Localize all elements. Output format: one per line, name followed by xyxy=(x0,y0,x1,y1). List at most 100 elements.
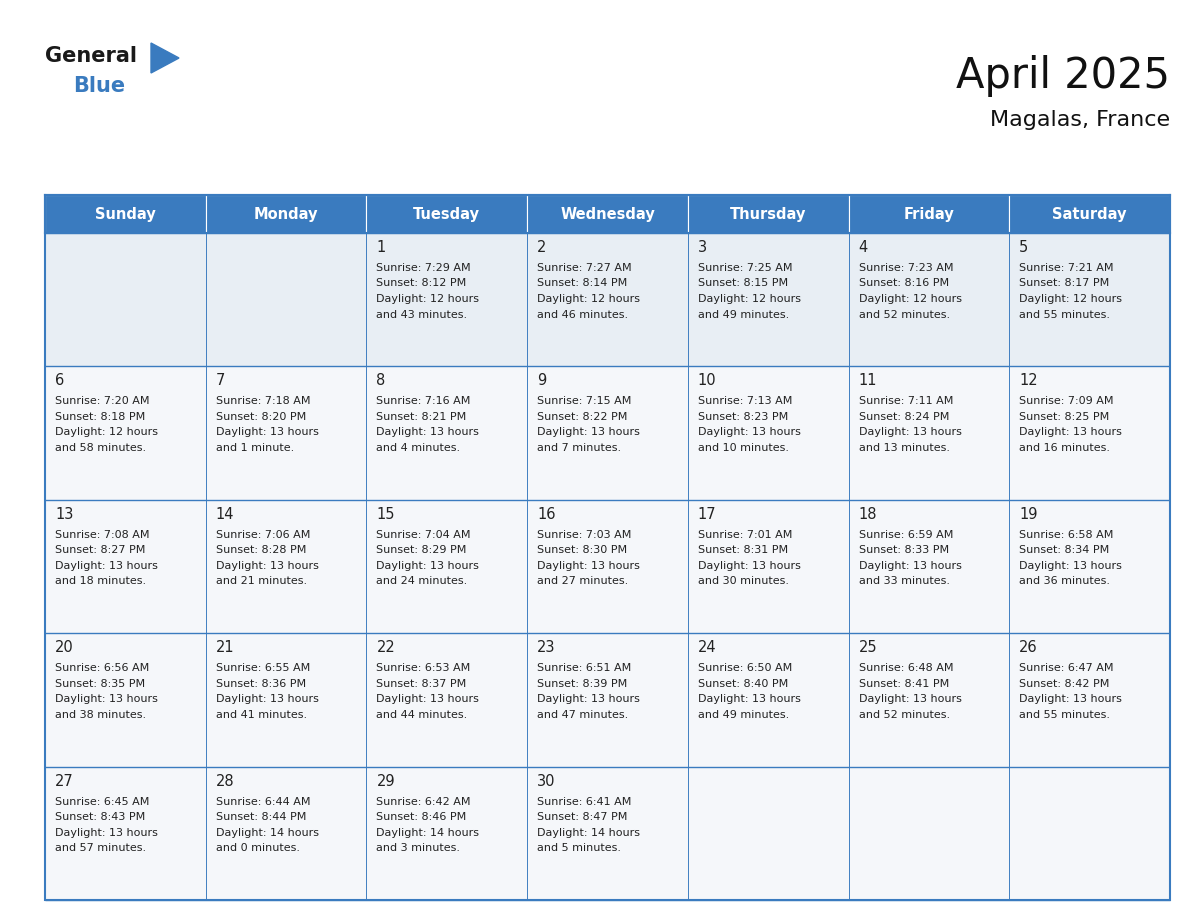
Text: Daylight: 12 hours: Daylight: 12 hours xyxy=(537,294,640,304)
Text: Sunrise: 6:58 AM: Sunrise: 6:58 AM xyxy=(1019,530,1113,540)
Text: and 21 minutes.: and 21 minutes. xyxy=(216,577,307,587)
Text: Sunrise: 7:21 AM: Sunrise: 7:21 AM xyxy=(1019,263,1114,273)
Text: Sunset: 8:17 PM: Sunset: 8:17 PM xyxy=(1019,278,1110,288)
Text: 10: 10 xyxy=(697,374,716,388)
Text: Sunrise: 7:04 AM: Sunrise: 7:04 AM xyxy=(377,530,470,540)
Text: Daylight: 13 hours: Daylight: 13 hours xyxy=(55,561,158,571)
Text: Sunset: 8:25 PM: Sunset: 8:25 PM xyxy=(1019,412,1110,422)
Text: Sunrise: 7:23 AM: Sunrise: 7:23 AM xyxy=(859,263,953,273)
Bar xyxy=(848,767,1010,900)
Text: Daylight: 13 hours: Daylight: 13 hours xyxy=(377,561,479,571)
Text: Sunrise: 6:55 AM: Sunrise: 6:55 AM xyxy=(216,663,310,673)
Text: Sunrise: 6:59 AM: Sunrise: 6:59 AM xyxy=(859,530,953,540)
Text: and 18 minutes.: and 18 minutes. xyxy=(55,577,146,587)
Text: Daylight: 13 hours: Daylight: 13 hours xyxy=(859,694,961,704)
Bar xyxy=(206,633,366,767)
Text: 24: 24 xyxy=(697,640,716,655)
Text: Sunrise: 7:06 AM: Sunrise: 7:06 AM xyxy=(216,530,310,540)
Text: Daylight: 13 hours: Daylight: 13 hours xyxy=(859,561,961,571)
Text: and 27 minutes.: and 27 minutes. xyxy=(537,577,628,587)
Text: 20: 20 xyxy=(55,640,74,655)
Text: Sunset: 8:40 PM: Sunset: 8:40 PM xyxy=(697,678,788,688)
Bar xyxy=(45,233,206,366)
Text: 1: 1 xyxy=(377,240,386,255)
Text: Sunset: 8:27 PM: Sunset: 8:27 PM xyxy=(55,545,145,555)
Text: and 49 minutes.: and 49 minutes. xyxy=(697,710,789,720)
Text: Sunrise: 7:08 AM: Sunrise: 7:08 AM xyxy=(55,530,150,540)
Bar xyxy=(527,767,688,900)
Text: Daylight: 13 hours: Daylight: 13 hours xyxy=(216,561,318,571)
Text: 12: 12 xyxy=(1019,374,1038,388)
Text: Sunset: 8:31 PM: Sunset: 8:31 PM xyxy=(697,545,788,555)
Text: Sunset: 8:37 PM: Sunset: 8:37 PM xyxy=(377,678,467,688)
Text: and 57 minutes.: and 57 minutes. xyxy=(55,843,146,853)
Text: Sunrise: 6:56 AM: Sunrise: 6:56 AM xyxy=(55,663,150,673)
Text: Daylight: 13 hours: Daylight: 13 hours xyxy=(1019,694,1123,704)
Text: Sunrise: 7:27 AM: Sunrise: 7:27 AM xyxy=(537,263,632,273)
Text: Sunrise: 7:18 AM: Sunrise: 7:18 AM xyxy=(216,397,310,407)
Text: and 43 minutes.: and 43 minutes. xyxy=(377,309,468,319)
Text: Sunrise: 6:42 AM: Sunrise: 6:42 AM xyxy=(377,797,470,807)
Text: 23: 23 xyxy=(537,640,556,655)
Text: Thursday: Thursday xyxy=(731,207,807,221)
Bar xyxy=(45,195,1170,900)
Bar xyxy=(206,767,366,900)
Text: Sunrise: 6:45 AM: Sunrise: 6:45 AM xyxy=(55,797,150,807)
Text: Sunrise: 7:29 AM: Sunrise: 7:29 AM xyxy=(377,263,472,273)
Text: 7: 7 xyxy=(216,374,225,388)
Text: Daylight: 13 hours: Daylight: 13 hours xyxy=(55,828,158,837)
Bar xyxy=(688,633,848,767)
Text: Sunday: Sunday xyxy=(95,207,156,221)
Text: Sunset: 8:21 PM: Sunset: 8:21 PM xyxy=(377,412,467,422)
Text: Daylight: 13 hours: Daylight: 13 hours xyxy=(216,694,318,704)
Text: Sunset: 8:14 PM: Sunset: 8:14 PM xyxy=(537,278,627,288)
Text: and 55 minutes.: and 55 minutes. xyxy=(1019,309,1111,319)
Bar xyxy=(848,195,1010,233)
Bar xyxy=(206,233,366,366)
Text: Daylight: 13 hours: Daylight: 13 hours xyxy=(1019,428,1123,437)
Bar xyxy=(45,366,206,499)
Text: Sunset: 8:20 PM: Sunset: 8:20 PM xyxy=(216,412,307,422)
Text: 17: 17 xyxy=(697,507,716,521)
Text: Sunrise: 6:48 AM: Sunrise: 6:48 AM xyxy=(859,663,953,673)
Bar xyxy=(206,366,366,499)
Text: Sunset: 8:24 PM: Sunset: 8:24 PM xyxy=(859,412,949,422)
Text: Daylight: 14 hours: Daylight: 14 hours xyxy=(377,828,480,837)
Text: Sunrise: 7:16 AM: Sunrise: 7:16 AM xyxy=(377,397,470,407)
Text: 13: 13 xyxy=(55,507,74,521)
Text: Sunrise: 6:50 AM: Sunrise: 6:50 AM xyxy=(697,663,792,673)
Bar xyxy=(366,233,527,366)
Text: 5: 5 xyxy=(1019,240,1029,255)
Text: Tuesday: Tuesday xyxy=(413,207,480,221)
Text: Monday: Monday xyxy=(254,207,318,221)
Text: Sunset: 8:15 PM: Sunset: 8:15 PM xyxy=(697,278,788,288)
Text: General: General xyxy=(45,46,137,66)
Bar xyxy=(527,233,688,366)
Bar xyxy=(527,195,688,233)
Bar xyxy=(527,366,688,499)
Text: Daylight: 13 hours: Daylight: 13 hours xyxy=(697,694,801,704)
Text: Daylight: 13 hours: Daylight: 13 hours xyxy=(537,428,640,437)
Text: Daylight: 13 hours: Daylight: 13 hours xyxy=(697,428,801,437)
Text: Sunrise: 6:44 AM: Sunrise: 6:44 AM xyxy=(216,797,310,807)
Text: and 4 minutes.: and 4 minutes. xyxy=(377,442,461,453)
Bar xyxy=(1010,499,1170,633)
Bar xyxy=(45,195,206,233)
Bar xyxy=(848,233,1010,366)
Bar xyxy=(206,195,366,233)
Text: Sunset: 8:43 PM: Sunset: 8:43 PM xyxy=(55,812,145,823)
Text: Daylight: 13 hours: Daylight: 13 hours xyxy=(537,561,640,571)
Text: Daylight: 12 hours: Daylight: 12 hours xyxy=(1019,294,1123,304)
Bar xyxy=(1010,633,1170,767)
Text: 19: 19 xyxy=(1019,507,1038,521)
Bar xyxy=(527,633,688,767)
Bar xyxy=(45,633,206,767)
Text: Daylight: 13 hours: Daylight: 13 hours xyxy=(1019,561,1123,571)
Bar xyxy=(45,767,206,900)
Text: Sunset: 8:33 PM: Sunset: 8:33 PM xyxy=(859,545,949,555)
Text: April 2025: April 2025 xyxy=(956,55,1170,97)
Text: and 49 minutes.: and 49 minutes. xyxy=(697,309,789,319)
Text: Sunset: 8:41 PM: Sunset: 8:41 PM xyxy=(859,678,949,688)
Text: Magalas, France: Magalas, France xyxy=(990,110,1170,130)
Text: Sunset: 8:23 PM: Sunset: 8:23 PM xyxy=(697,412,788,422)
